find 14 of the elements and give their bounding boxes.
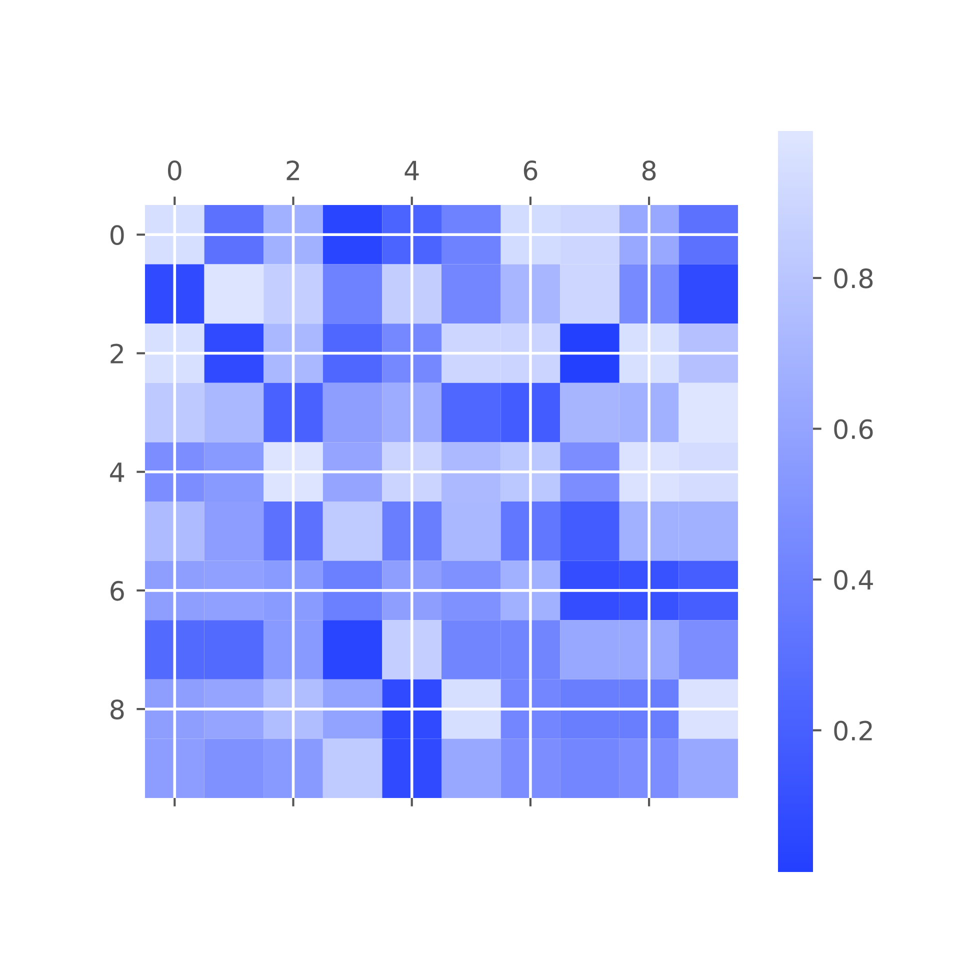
y-tick-label: 4 xyxy=(110,462,124,482)
color-bar-label: 0.2 xyxy=(834,720,872,741)
x-tick-label: 6 xyxy=(524,160,538,180)
color-bar-label: 0.4 xyxy=(834,570,873,590)
y-tick-label: 0 xyxy=(110,225,124,246)
x-tick-label: 0 xyxy=(168,160,182,180)
y-tick-label: 2 xyxy=(110,344,123,364)
y-tick-label: 8 xyxy=(110,699,124,720)
x-tick-label: 2 xyxy=(286,160,299,180)
x-tick-label: 4 xyxy=(404,160,419,180)
y-tick-label: 6 xyxy=(110,580,124,601)
x-tick-label: 8 xyxy=(642,160,656,180)
color-bar-label: 0.8 xyxy=(834,268,873,288)
color-bar-label: 0.6 xyxy=(834,419,873,440)
